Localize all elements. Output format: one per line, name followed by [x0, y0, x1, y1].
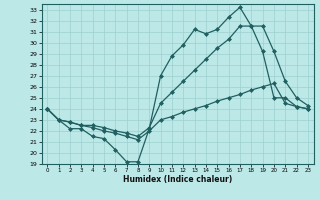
X-axis label: Humidex (Indice chaleur): Humidex (Indice chaleur): [123, 175, 232, 184]
